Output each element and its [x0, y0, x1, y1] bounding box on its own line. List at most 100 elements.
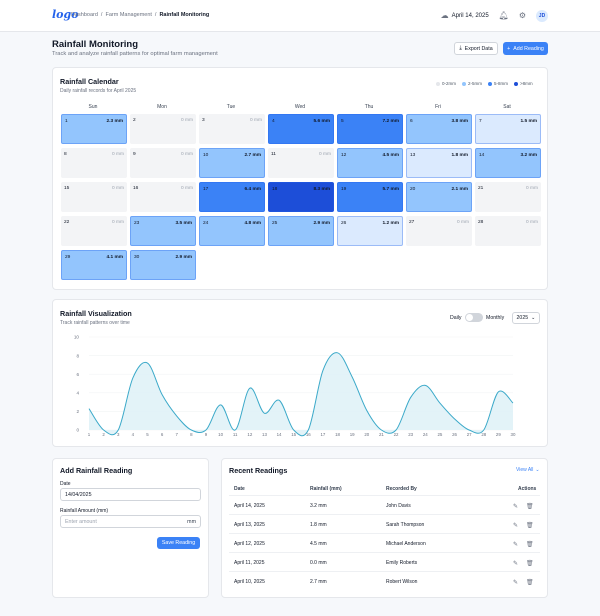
day-number: 24 [203, 221, 209, 226]
legend-label: 5-8mm [494, 81, 509, 86]
calendar-day-cell[interactable]: 6 3.8 mm [406, 114, 472, 144]
weekday-header: Tue [226, 104, 236, 110]
calendar-day-cell[interactable]: 17 6.4 mm [199, 182, 265, 212]
trash-icon[interactable]: 🗑︎ [526, 561, 534, 567]
breadcrumb: Dashboard / Farm Management / Rainfall Mon… [71, 12, 210, 18]
day-number: 12 [341, 153, 347, 158]
add-reading-button[interactable]: + Add Reading [503, 42, 548, 55]
x-tick-label: 17 [320, 432, 325, 437]
calendar-day-cell[interactable]: 18 8.3 mm [268, 182, 334, 212]
calendar-day-cell[interactable]: 8 0 mm [61, 148, 127, 178]
breadcrumb-dashboard[interactable]: Dashboard [71, 12, 98, 18]
daily-monthly-toggle[interactable] [465, 313, 483, 322]
calendar-day-cell[interactable]: 15 0 mm [61, 182, 127, 212]
day-rainfall-value: 1.5 mm [520, 119, 537, 124]
trash-icon[interactable]: 🗑︎ [526, 542, 534, 548]
export-data-button[interactable]: ⤓ Export Data [454, 42, 498, 55]
x-tick-label: 15 [291, 432, 296, 437]
calendar-day-cell[interactable]: 12 4.5 mm [337, 148, 403, 178]
trash-icon[interactable]: 🗑︎ [526, 580, 534, 586]
calendar-day-cell[interactable]: 27 0 mm [406, 216, 472, 246]
legend-swatch [514, 81, 519, 86]
series-line [88, 352, 514, 437]
calendar-day-cell[interactable]: 13 1.8 mm [406, 148, 472, 178]
view-all-link[interactable]: View All ⌄ [516, 467, 540, 473]
calendar-day-cell[interactable]: 7 1.5 mm [475, 114, 541, 144]
amount-field[interactable]: Enter amount mm [60, 515, 201, 528]
legend-swatch [462, 81, 467, 86]
add-reading-card [52, 458, 209, 598]
calendar-day-cell[interactable]: 14 3.2 mm [475, 148, 541, 178]
calendar-day-cell[interactable]: 2 0 mm [130, 114, 196, 144]
x-tick-label: 9 [205, 432, 208, 437]
calendar-day-cell[interactable]: 1 2.3 mm [61, 114, 127, 144]
breadcrumb-current: Rainfall Monitoring [159, 12, 210, 18]
header-actions: ☁ April 14, 2025 🔔︎ ⚙ JD [441, 10, 548, 22]
gear-icon[interactable]: ⚙ [518, 11, 526, 20]
x-tick-label: 20 [364, 432, 369, 437]
trash-icon[interactable]: 🗑︎ [526, 504, 534, 510]
day-rainfall-value: 1.2 mm [382, 221, 399, 226]
calendar-day-cell[interactable]: 25 2.9 mm [268, 216, 334, 246]
edit-icon[interactable]: ✎ [513, 561, 519, 567]
save-reading-button[interactable]: Save Reading [157, 537, 200, 549]
bell-icon[interactable]: 🔔︎ [498, 11, 509, 20]
day-rainfall-value: 0 mm [457, 220, 469, 225]
day-number: 17 [203, 187, 209, 192]
reading-rain: 1.8 mm [310, 522, 327, 528]
year-select[interactable]: 2025 ⌄ [512, 312, 540, 324]
edit-icon[interactable]: ✎ [513, 580, 519, 586]
area-fill [89, 352, 513, 436]
chevron-down-icon: ⌄ [535, 467, 540, 473]
calendar-day-cell[interactable]: 3 0 mm [199, 114, 265, 144]
legend-item: 0-2mm [436, 81, 456, 86]
visualization-title: Rainfall Visualization [60, 309, 132, 318]
date-field[interactable]: 14/04/2025 [60, 488, 201, 501]
day-number: 22 [64, 220, 70, 225]
calendar-day-cell[interactable]: 4 5.6 mm [268, 114, 334, 144]
calendar-day-cell[interactable]: 23 3.5 mm [130, 216, 196, 246]
logo[interactable]: logo [52, 8, 79, 21]
calendar-day-cell[interactable]: 9 0 mm [130, 148, 196, 178]
day-number: 3 [202, 118, 205, 123]
calendar-day-cell[interactable]: 29 4.1 mm [61, 250, 127, 280]
x-tick-label: 27 [467, 432, 472, 437]
calendar-day-cell[interactable]: 21 0 mm [475, 182, 541, 212]
x-tick-label: 2 [102, 432, 105, 437]
calendar-day-cell[interactable]: 28 0 mm [475, 216, 541, 246]
day-rainfall-value: 3.2 mm [520, 153, 537, 158]
day-number: 19 [341, 187, 347, 192]
calendar-day-cell[interactable]: 26 1.2 mm [337, 216, 403, 246]
edit-icon[interactable]: ✎ [513, 542, 519, 548]
legend-item: >8mm [514, 81, 533, 86]
reading-row: April 14, 2025 3.2 mm John Davis ✎ 🗑︎ [229, 495, 540, 514]
calendar-day-cell[interactable]: 22 0 mm [61, 216, 127, 246]
calendar-day-cell[interactable]: 5 7.2 mm [337, 114, 403, 144]
trash-icon[interactable]: 🗑︎ [526, 523, 534, 529]
day-number: 29 [65, 255, 71, 260]
x-tick-label: 7 [175, 432, 178, 437]
calendar-day-cell[interactable]: 16 0 mm [130, 182, 196, 212]
view-all-label: View All [516, 467, 534, 473]
avatar[interactable]: JD [536, 10, 548, 22]
edit-icon[interactable]: ✎ [513, 504, 519, 510]
day-number: 26 [341, 221, 347, 226]
calendar-day-cell[interactable]: 10 2.7 mm [199, 148, 265, 178]
reading-by: Emily Roberts [386, 560, 418, 566]
edit-icon[interactable]: ✎ [513, 523, 519, 529]
calendar-day-cell[interactable]: 30 2.9 mm [130, 250, 196, 280]
calendar-day-cell[interactable]: 20 2.1 mm [406, 182, 472, 212]
legend-label: >8mm [520, 81, 533, 86]
calendar-title: Rainfall Calendar [60, 77, 119, 86]
reading-row: April 13, 2025 1.8 mm Sarah Thompson ✎ 🗑︎ [229, 514, 540, 533]
day-rainfall-value: 2.3 mm [106, 119, 123, 124]
day-number: 21 [478, 186, 484, 191]
breadcrumb-farm-management[interactable]: Farm Management [105, 12, 152, 18]
calendar-day-cell[interactable]: 11 0 mm [268, 148, 334, 178]
legend-swatch [488, 81, 493, 86]
calendar-day-cell[interactable]: 19 5.7 mm [337, 182, 403, 212]
calendar-day-cell[interactable]: 24 4.8 mm [199, 216, 265, 246]
weekday-header: Sat [503, 104, 511, 110]
day-number: 25 [272, 221, 278, 226]
download-icon: ⤓ [459, 45, 462, 51]
